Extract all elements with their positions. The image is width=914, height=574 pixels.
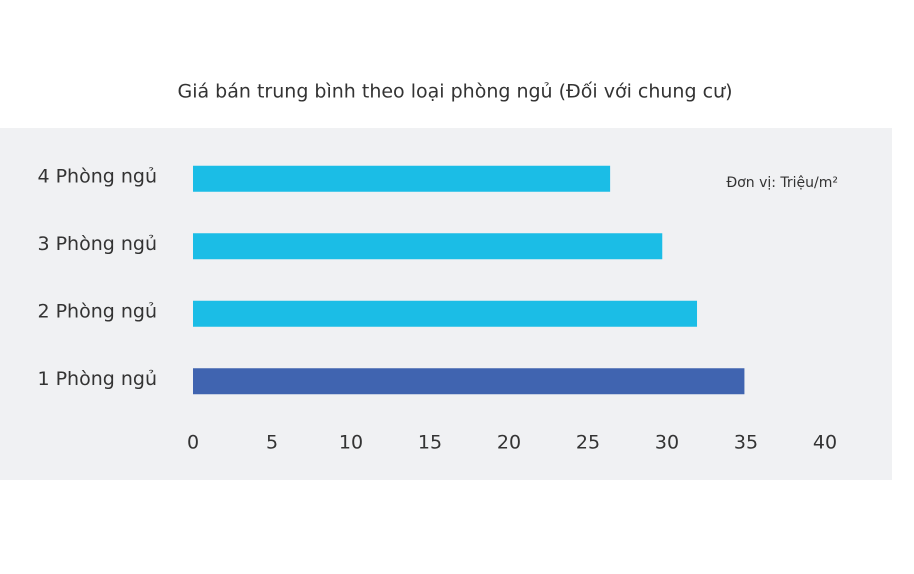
x-tick-label: 25: [576, 432, 600, 454]
y-tick-label: 2 Phòng ngủ: [37, 300, 157, 322]
chart-title: Giá bán trung bình theo loại phòng ngủ (…: [178, 81, 733, 103]
x-tick-label: 30: [655, 432, 679, 454]
bar: [193, 165, 611, 192]
bar: [193, 233, 663, 260]
x-tick-label: 20: [497, 432, 521, 454]
x-tick-label: 35: [734, 432, 758, 454]
x-tick-label: 40: [813, 432, 837, 454]
bar: [193, 368, 745, 395]
x-tick-label: 5: [266, 432, 278, 454]
y-tick-label: 4 Phòng ngủ: [37, 165, 157, 187]
x-tick-label: 10: [339, 432, 363, 454]
unit-note: Đơn vị: Triệu/m²: [726, 175, 838, 191]
x-tick-label: 15: [418, 432, 442, 454]
y-tick-label: 3 Phòng ngủ: [37, 233, 157, 255]
x-tick-label: 0: [187, 432, 199, 454]
y-tick-label: 1 Phòng ngủ: [37, 368, 157, 390]
bar: [193, 300, 698, 327]
